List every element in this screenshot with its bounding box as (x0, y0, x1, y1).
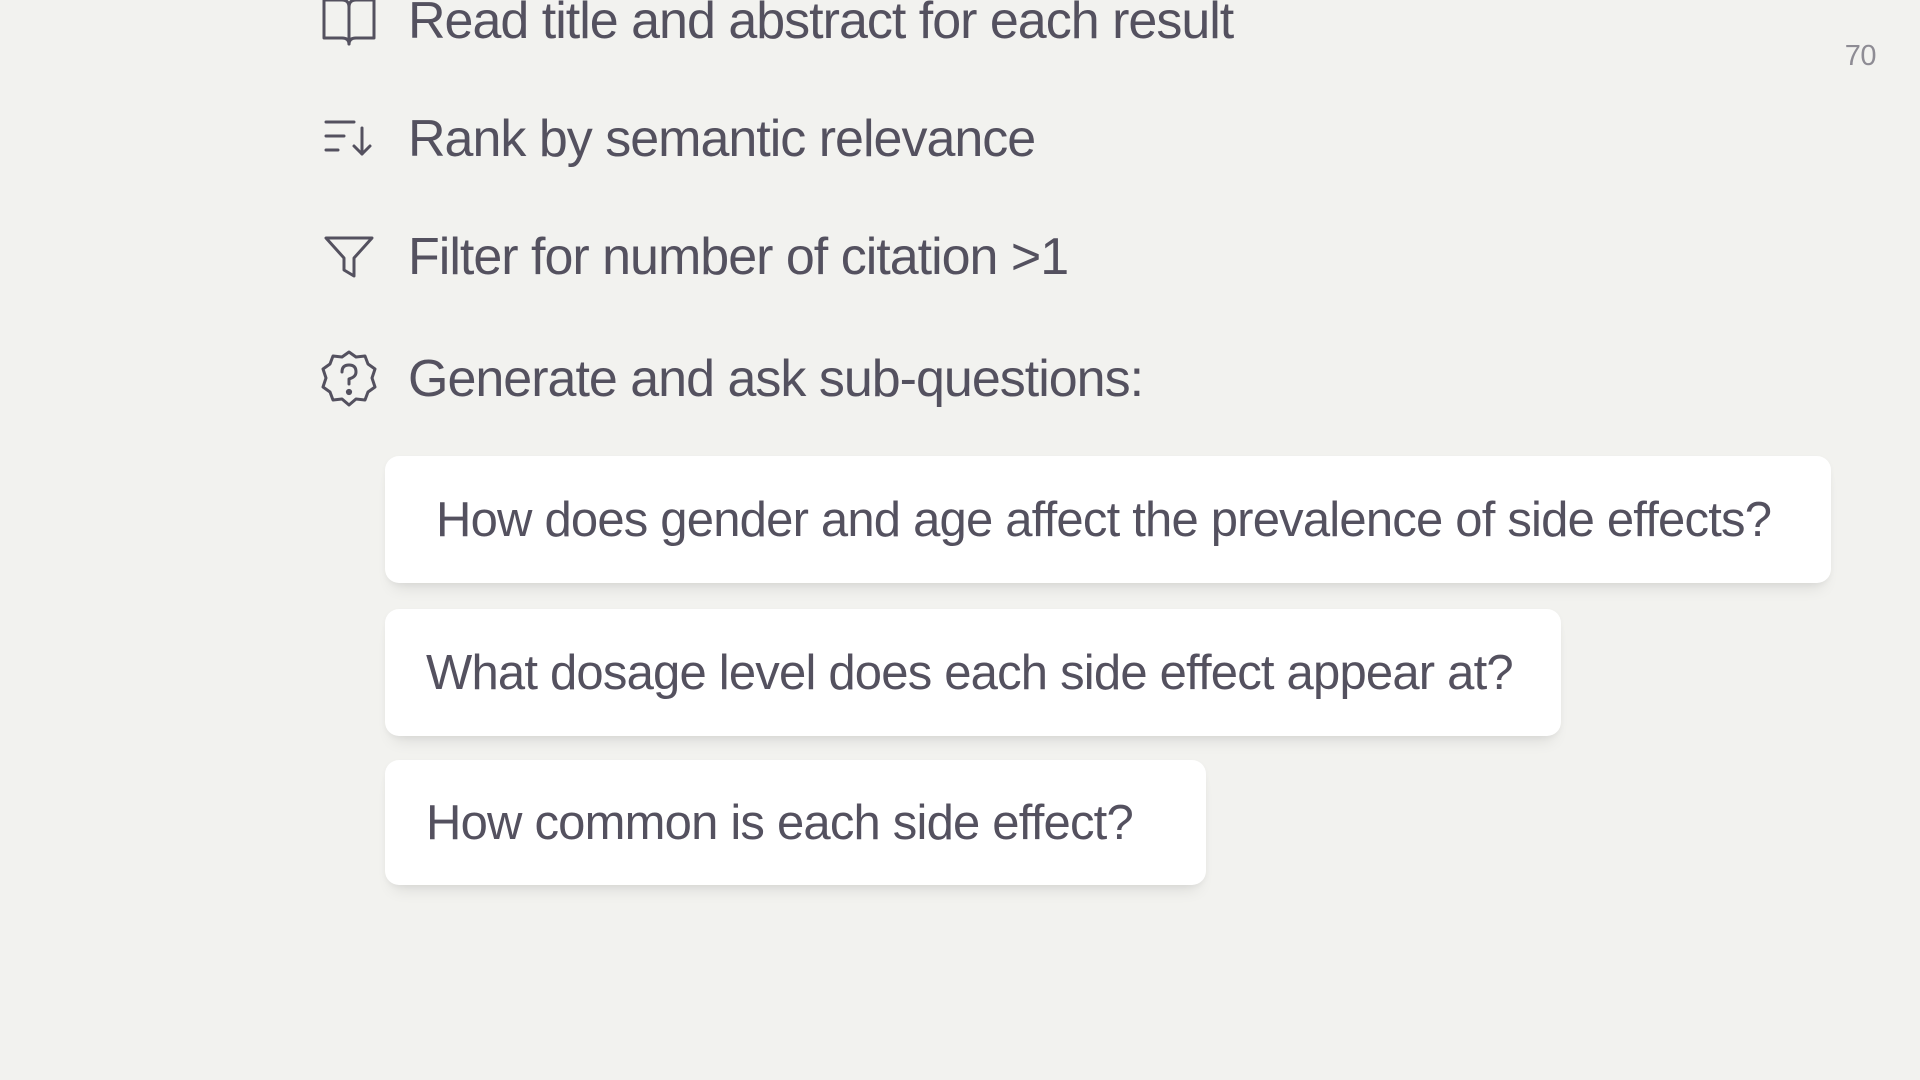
step-rank-relevance: Rank by semantic relevance (318, 104, 1036, 174)
open-book-icon (318, 0, 380, 52)
subquestion-text: How does gender and age affect the preva… (436, 492, 1772, 547)
subquestion-text: What dosage level does each side effect … (426, 645, 1514, 700)
step-label: Generate and ask sub-questions: (408, 350, 1144, 408)
step-label: Rank by semantic relevance (408, 110, 1036, 168)
filter-icon (318, 226, 380, 288)
step-label: Read title and abstract for each result (408, 0, 1234, 50)
sort-descending-icon (318, 108, 380, 170)
subquestion-card[interactable]: How does gender and age affect the preva… (385, 456, 1831, 583)
subquestion-card[interactable]: How common is each side effect? (385, 760, 1206, 885)
question-badge-icon (318, 348, 380, 410)
page-number: 70 (1844, 40, 1877, 72)
step-generate-subquestions: Generate and ask sub-questions: (318, 344, 1144, 414)
subquestion-card[interactable]: What dosage level does each side effect … (385, 609, 1561, 736)
step-label: Filter for number of citation >1 (408, 228, 1069, 286)
step-read-title-abstract: Read title and abstract for each result (318, 0, 1234, 56)
subquestion-text: How common is each side effect? (426, 795, 1134, 850)
step-filter-citations: Filter for number of citation >1 (318, 222, 1069, 292)
